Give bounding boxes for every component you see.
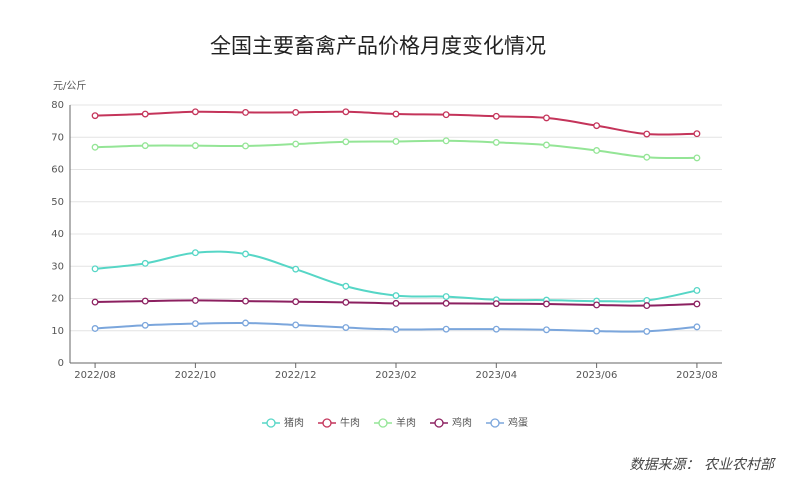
legend-swatch (266, 418, 276, 428)
data-point (693, 130, 701, 138)
data-point (693, 286, 701, 294)
data-point (91, 325, 99, 332)
data-point (492, 112, 500, 120)
data-point (593, 122, 601, 130)
data-point (242, 297, 249, 305)
data-point (292, 265, 300, 273)
data-point (141, 259, 149, 267)
y-tick-label: 20 (51, 294, 64, 305)
data-point (141, 297, 149, 305)
legend-label: 羊肉 (396, 416, 416, 429)
x-tick-label: 2022/10 (175, 370, 217, 381)
data-point (543, 326, 550, 334)
data-point (392, 137, 400, 145)
data-point (141, 321, 149, 329)
data-point (242, 319, 249, 327)
data-point (292, 108, 300, 116)
y-tick-label: 40 (51, 229, 64, 240)
data-point (191, 249, 199, 257)
legend-label: 牛肉 (340, 416, 360, 429)
data-point (191, 320, 199, 328)
data-point (392, 292, 400, 300)
x-tick-label: 2022/08 (74, 370, 116, 381)
data-point (593, 327, 601, 335)
data-point (492, 325, 500, 333)
data-point (392, 110, 400, 118)
data-point (342, 282, 350, 290)
legend-swatch (322, 418, 332, 428)
data-point (392, 326, 400, 333)
y-tick-label: 60 (51, 165, 64, 176)
chart-title: 全国主要畜禽产品价格月度变化情况 (210, 34, 546, 58)
data-point (342, 108, 350, 116)
data-point (492, 138, 500, 146)
x-tick-label: 2023/06 (576, 370, 618, 381)
data-point (91, 143, 99, 151)
legend-label: 猪肉 (284, 416, 304, 429)
data-point (242, 142, 249, 150)
legend-swatch (378, 418, 388, 428)
legend-label: 鸡肉 (452, 416, 472, 429)
data-point (91, 265, 99, 273)
data-point (593, 147, 601, 154)
x-tick-label: 2022/12 (275, 370, 317, 381)
legend-swatch (490, 418, 500, 428)
data-point (392, 299, 400, 307)
data-point (342, 138, 350, 146)
x-tick-label: 2023/08 (676, 370, 718, 381)
y-tick-label: 30 (51, 261, 64, 272)
y-tick-label: 0 (58, 358, 64, 369)
source-note: 数据来源： 农业农村部 (630, 457, 776, 473)
data-point (141, 110, 149, 118)
y-tick-label: 70 (51, 132, 64, 143)
data-point (643, 327, 651, 335)
legend-label: 鸡蛋 (508, 416, 528, 429)
data-point (91, 298, 99, 306)
data-point (292, 298, 300, 306)
y-axis-label: 元/公斤 (53, 80, 86, 92)
data-point (91, 112, 99, 120)
data-point (292, 140, 300, 148)
data-point (292, 321, 300, 329)
y-tick-label: 50 (51, 197, 64, 208)
y-tick-label: 10 (51, 326, 64, 337)
legend-swatch (434, 418, 444, 428)
data-point (593, 301, 601, 309)
x-tick-label: 2023/04 (476, 370, 518, 381)
data-point (643, 302, 651, 310)
data-point (693, 154, 701, 162)
data-point (442, 299, 450, 307)
data-point (442, 137, 450, 145)
data-point (242, 250, 249, 258)
data-point (543, 114, 550, 122)
data-point (242, 108, 249, 116)
data-point (543, 141, 550, 149)
y-tick-label: 80 (51, 100, 64, 111)
data-point (693, 323, 701, 331)
data-point (442, 293, 450, 301)
data-point (191, 142, 199, 150)
data-point (643, 153, 651, 161)
data-point (191, 296, 199, 304)
data-point (191, 108, 199, 116)
x-tick-label: 2023/02 (375, 370, 417, 381)
data-point (141, 142, 149, 150)
data-point (543, 300, 550, 308)
data-point (693, 300, 701, 308)
data-point (492, 300, 500, 308)
data-point (643, 130, 651, 138)
data-point (442, 325, 450, 333)
data-point (342, 324, 350, 331)
data-point (442, 111, 450, 119)
data-point (342, 298, 350, 306)
